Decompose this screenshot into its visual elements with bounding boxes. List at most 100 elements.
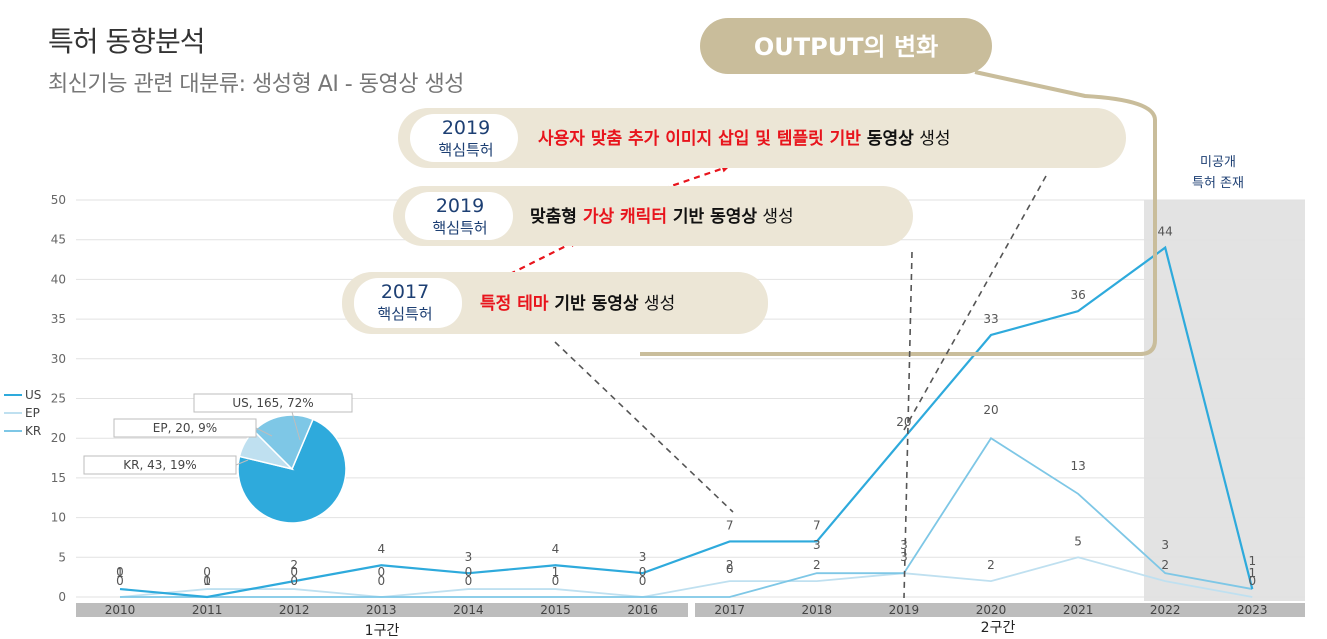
callout-pill (410, 114, 518, 162)
data-label-us: 36 (1070, 288, 1085, 302)
x-tick-label: 2023 (1237, 603, 1268, 617)
legend-label-ep: EP (25, 406, 40, 420)
output-badge-label: OUTPUT의 변화 (754, 33, 938, 61)
callout-label: 핵심특허 (377, 305, 432, 323)
x-tick-label: 2022 (1150, 603, 1181, 617)
page-title: 특허 동향분석 (48, 25, 205, 58)
leader-2019-b (903, 175, 1047, 431)
series-line-kr (120, 436, 1253, 598)
data-label-kr: 3 (813, 538, 821, 552)
y-tick-label: 25 (51, 392, 66, 406)
data-label-kr: 0 (726, 562, 734, 576)
pie-label-leader (255, 427, 273, 437)
y-tick-label: 5 (58, 550, 66, 564)
callout-text-segment: 특정 테마 (480, 294, 549, 314)
pie-label-kr: KR, 43, 19% (123, 458, 196, 472)
callout-text-segment: 생성 (914, 129, 951, 149)
callout-year: 2019 (436, 195, 484, 217)
x-tick-label: 2010 (105, 603, 136, 617)
data-label-ep: 2 (813, 558, 821, 572)
legend-label-kr: KR (25, 424, 41, 438)
callout-text-segment: 기반 동영상 (548, 294, 638, 314)
series-line-us (119, 245, 1254, 599)
y-tick-label: 40 (51, 272, 66, 286)
callout-text: 맞춤형 가상 캐릭터 기반 동영상 생성 (530, 206, 794, 227)
data-label-kr: 0 (290, 565, 298, 579)
data-label-kr: 0 (465, 565, 473, 579)
pie-label-us: US, 165, 72% (232, 396, 313, 410)
data-label-ep: 0 (116, 574, 124, 588)
pie-slice-us (237, 418, 347, 524)
data-label-us: 4 (552, 542, 560, 556)
y-tick-label: 35 (51, 312, 66, 326)
legend-label-us: US (25, 388, 41, 402)
data-label-kr: 1 (1248, 554, 1256, 568)
callout-card-bg (393, 186, 913, 246)
output-connector (640, 70, 1157, 356)
data-label-us: 3 (639, 550, 647, 564)
period-label-1: 1구간 (365, 623, 400, 639)
data-label-us: 2 (290, 558, 298, 572)
data-label-kr: 1 (552, 565, 560, 579)
x-tick-label: 2017 (714, 603, 745, 617)
callout-text: 특정 테마 기반 동영상 생성 (480, 294, 675, 314)
data-label-ep: 3 (900, 550, 908, 564)
data-label-ep: 0 (1248, 574, 1256, 588)
y-tick-label: 30 (51, 352, 66, 366)
data-label-ep: 0 (465, 574, 473, 588)
x-tick-label: 2014 (453, 603, 484, 617)
y-tick-label: 0 (58, 590, 66, 604)
data-label-us: 1 (1248, 566, 1256, 580)
x-tick-label: 2021 (1063, 603, 1094, 617)
callout-text-segment: 맞춤형 (530, 206, 583, 227)
callout-year: 2019 (442, 117, 490, 139)
callout-text-segment: 사용자 맞춤 추가 이미지 삽입 및 템플릿 기반 (538, 129, 867, 149)
page-subtitle: 최신기능 관련 대분류: 생성형 AI - 동영상 생성 (48, 72, 464, 97)
x-tick-label: 2020 (976, 603, 1007, 617)
data-label-kr: 0 (116, 565, 124, 579)
callout-text-segment: 기반 동영상 (667, 207, 757, 227)
data-label-kr: 0 (377, 565, 385, 579)
data-label-kr: 0 (203, 565, 211, 579)
period-label-2: 2구간 (981, 620, 1016, 636)
data-label-us: 7 (726, 518, 734, 532)
x-tick-label: 2018 (802, 603, 833, 617)
callout-label: 핵심특허 (432, 219, 487, 237)
pie-label-leader (291, 411, 301, 441)
y-tick-label: 10 (51, 511, 66, 525)
data-label-kr: 0 (639, 565, 647, 579)
data-label-kr: 20 (983, 403, 998, 417)
data-label-ep: 0 (203, 574, 211, 588)
data-label-ep: 0 (377, 574, 385, 588)
x-tick-label: 2012 (279, 603, 310, 617)
data-label-kr: 13 (1070, 459, 1085, 473)
unpublished-note-line2: 특허 존재 (1192, 176, 1244, 191)
data-label-us: 4 (377, 542, 385, 556)
data-label-kr: 3 (1161, 538, 1169, 552)
data-label-us: 44 (1158, 225, 1173, 239)
y-tick-label: 50 (51, 193, 66, 207)
callout-text-segment: 생성 (757, 207, 794, 227)
data-label-us: 1 (116, 566, 124, 580)
callout-label: 핵심특허 (438, 141, 493, 159)
callout-pill (354, 278, 462, 328)
data-label-ep: 2 (987, 558, 995, 572)
pie-label-box-us (193, 393, 353, 413)
callout-card-3: 2017 핵심특허 특정 테마 기반 동영상 생성 (342, 272, 768, 334)
leader-2017 (554, 341, 734, 513)
callout-text-segment: 생성 (639, 294, 676, 314)
data-label-us: 1 (203, 574, 211, 588)
data-label-ep: 5 (1074, 534, 1082, 548)
output-badge (700, 18, 992, 74)
data-label-us: 20 (896, 415, 911, 429)
callout-text: 사용자 맞춤 추가 이미지 삽입 및 템플릿 기반 동영상 생성 (538, 129, 950, 149)
series-line-ep (119, 556, 1253, 598)
data-label-ep: 2 (726, 558, 734, 572)
x-axis-band-period2 (695, 603, 1305, 617)
data-label-ep: 0 (290, 574, 298, 588)
y-tick-label: 45 (51, 233, 66, 247)
callout-text-segment: 가상 (583, 207, 615, 227)
callout-card-bg (398, 108, 1126, 168)
x-tick-label: 2016 (627, 603, 658, 617)
